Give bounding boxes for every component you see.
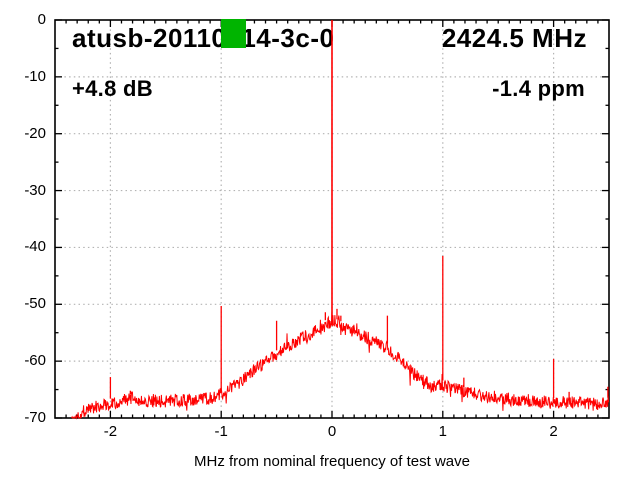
gain-label: +4.8 dB: [72, 76, 153, 101]
x-axis-label: MHz from nominal frequency of test wave: [194, 453, 470, 470]
rf-frequency-label: 2424.5 MHz: [441, 23, 587, 53]
y-tick-label: -70: [24, 409, 46, 426]
x-tick-label: 2: [549, 423, 558, 440]
x-tick-label: 1: [438, 423, 447, 440]
y-tick-label: -60: [24, 352, 46, 370]
x-tick-label: -2: [103, 423, 118, 440]
y-tick-label: -40: [24, 238, 46, 256]
y-tick-label: -50: [24, 295, 46, 313]
x-tick-label: 0: [327, 423, 337, 440]
plot-title: atusb-20110214-3c-0: [72, 23, 335, 53]
y-tick-label: -10: [24, 67, 46, 85]
x-tick-label: -1: [214, 423, 228, 440]
ppm-error-label: -1.4 ppm: [492, 76, 585, 101]
y-tick-label: 0: [37, 11, 46, 28]
y-tick-label: -30: [24, 181, 46, 199]
pass-marker: [221, 18, 246, 48]
y-tick-label: -20: [24, 124, 46, 142]
